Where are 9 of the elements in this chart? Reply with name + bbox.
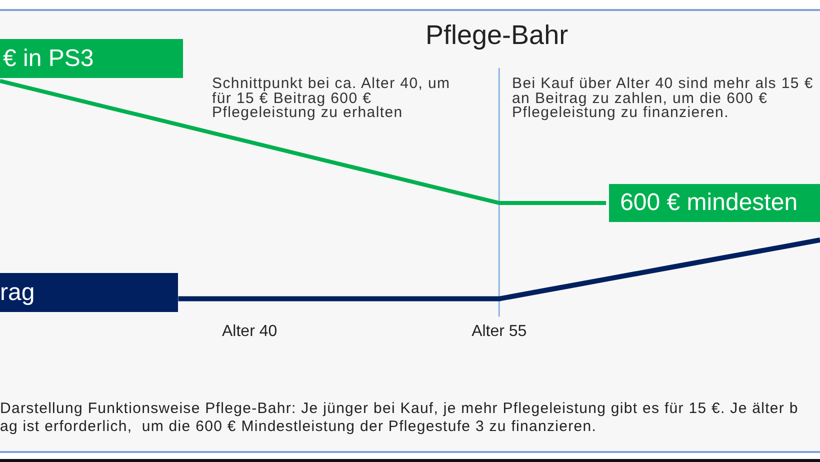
x-tick-label: Alter 40: [222, 322, 278, 340]
annotation: 600 € mindesten: [609, 184, 820, 222]
series-label: € in PS3: [0, 39, 183, 78]
annotation: Bei Kauf über Alter 40 sind mehr als 15 € an Beitrag zu zahlen, um die 600 € Pflegeleistung zu finanzieren.: [512, 75, 814, 121]
chart-title: Pflege-Bahr: [426, 20, 568, 50]
annotation: Schnittpunkt bei ca. Alter 40, um für 15 € Beitrag 600 € Pflegeleistung zu erhalten: [212, 75, 450, 121]
x-tick-label: Alter 55: [472, 322, 527, 340]
text: rag: [0, 272, 178, 312]
text: Darstellung Funktionsweise Pflege-Bahr: Je jünger bei Kauf, je mehr Pflegeleistung gibt es für 15 €. Je älter b ag ist erforderlich, um die 600 € Mindestleistung der Pflegestufe 3 zu finanzieren.: [0, 400, 798, 436]
